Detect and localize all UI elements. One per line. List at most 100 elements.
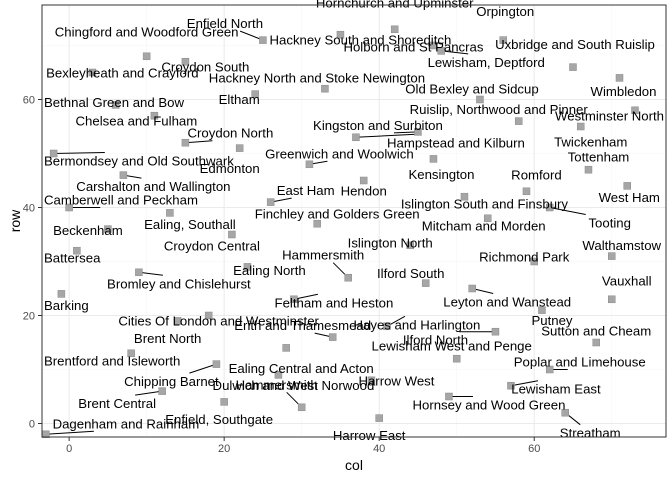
point-label-harrow-west: Harrow West	[358, 373, 434, 388]
point-label-bexleyheath-and-crayford: Bexleyheath and Crayford	[46, 66, 198, 81]
point-label-chipping-barnet: Chipping Barnet	[124, 374, 219, 389]
data-point-ruislip-northwood-and-pinner	[514, 117, 523, 125]
point-label-brent-north: Brent North	[134, 331, 201, 346]
data-point-mitcham-and-morden	[483, 214, 492, 223]
point-label-walthamstow: Walthamstow	[582, 238, 661, 253]
point-label-lewisham-west-and-penge: Lewisham West and Penge	[372, 339, 532, 354]
data-point-wimbledon	[615, 74, 624, 82]
data-point-camberwell-and-peckham	[65, 203, 73, 212]
point-label-croydon-north: Croydon North	[188, 126, 274, 141]
leader-line-feltham-and-heston	[293, 293, 319, 300]
point-label-east-ham: East Ham	[277, 183, 335, 198]
leader-line-lewisham-east	[510, 380, 539, 387]
data-point-kingston-and-surbiton	[414, 128, 422, 136]
data-point-hackney-south-and-shoreditch	[336, 30, 345, 39]
leader-line-tooting	[549, 207, 586, 215]
point-label-edmonton: Edmonton	[200, 161, 260, 176]
data-point-beckenham	[104, 225, 112, 233]
data-point-kensington	[429, 155, 438, 163]
data-point-bethnal-green-and-bow	[111, 101, 120, 109]
point-label-dagenham-and-rainham: Dagenham and Rainham	[53, 416, 200, 431]
point-label-tottenham: Tottenham	[568, 150, 630, 165]
point-label-sutton-and-cheam: Sutton and Cheam	[541, 324, 651, 339]
data-point-lewisham-east	[507, 381, 515, 390]
grid-lines	[42, 5, 666, 437]
data-point-hampstead-and-kilburn	[352, 133, 360, 142]
point-label-kensington: Kensington	[408, 167, 474, 182]
data-point-tooting	[545, 203, 554, 212]
point-label-chelsea-and-fulham: Chelsea and Fulham	[76, 114, 198, 129]
point-label-carshalton-and-wallington: Carshalton and Wallington	[76, 179, 230, 194]
y-tick-label: 20	[23, 311, 35, 323]
point-label-old-bexley-and-sidcup: Old Bexley and Sidcup	[405, 82, 538, 97]
data-point-old-bexley-and-sidcup	[476, 95, 484, 104]
data-point-bromley-and-chislehurst	[135, 268, 143, 277]
point-label-tooting: Tooting	[588, 216, 631, 231]
data-point-dulwich-and-west-norwood	[274, 371, 283, 379]
leader-line-hampstead-and-kilburn	[355, 133, 416, 138]
point-label-croydon-south: Croydon South	[161, 60, 249, 75]
data-point-putney	[538, 306, 546, 314]
point-label-vauxhall: Vauxhall	[602, 273, 652, 288]
data-point-ilford-south	[421, 279, 430, 287]
point-label-islington-south-and-finsbury: Islington South and Finsbury	[401, 197, 569, 212]
data-point-vauxhall	[607, 295, 616, 304]
point-label-ilford-north: Ilford North	[403, 333, 468, 348]
leader-line-croydon-north	[185, 140, 213, 144]
data-point-westminster-north	[631, 106, 639, 115]
point-label-harrow-east: Harrow East	[333, 428, 406, 443]
point-label-battersea: Battersea	[44, 251, 101, 266]
data-point-greenwich-and-woolwich	[305, 160, 314, 169]
data-point-streatham	[561, 408, 569, 417]
point-label-wimbledon: Wimbledon	[591, 84, 657, 99]
leader-line-bermondsey-and-old-southwark	[53, 152, 105, 154]
point-label-dulwich-and-west-norwood: Dulwich and West Norwood	[213, 378, 375, 393]
data-point-bermondsey-and-old-southwark	[49, 149, 58, 158]
point-label-beckenham: Beckenham	[53, 223, 123, 238]
point-label-orpington: Orpington	[476, 4, 534, 19]
point-label-eltham: Eltham	[219, 92, 260, 107]
x-tick-label: 20	[218, 443, 230, 455]
point-label-west-ham: West Ham	[599, 190, 660, 205]
data-point-west-ham	[623, 182, 631, 190]
x-axis-title: col	[345, 457, 363, 473]
data-point-barking	[57, 290, 66, 298]
data-point-romford	[522, 187, 531, 196]
data-point-east-ham	[266, 198, 275, 206]
data-point-hayes-and-harlington	[383, 322, 391, 331]
data-point-hackney-north-and-stoke-newington	[321, 84, 329, 93]
point-label-hackney-south-and-shoreditch: Hackney South and Shoreditch	[270, 33, 452, 48]
data-point-edmonton	[235, 144, 244, 152]
point-label-hammersmith: Hammersmith	[236, 377, 318, 392]
x-tick-label: 60	[528, 443, 540, 455]
leader-line-kingston-and-surbiton	[393, 131, 418, 134]
data-point-ealing-southall	[166, 209, 174, 217]
data-point-leyton-and-wanstead	[468, 284, 476, 293]
data-point-chelsea-and-fulham	[150, 111, 159, 120]
data-point-brent-central	[158, 387, 166, 395]
leader-line-chipping-barnet	[189, 363, 217, 374]
point-label-lewisham-deptford: Lewisham, Deptford	[428, 55, 545, 70]
panel-border	[41, 4, 667, 438]
point-label-brentford-and-isleworth: Brentford and Isleworth	[44, 353, 180, 368]
data-point-lewisham-deptford	[437, 47, 445, 55]
data-point-croydon-north	[181, 138, 190, 147]
data-points	[42, 25, 639, 439]
point-label-kingston-and-surbiton: Kingston and Surbiton	[313, 118, 443, 133]
x-tick-label: 0	[66, 443, 72, 455]
data-point-hendon	[359, 176, 368, 185]
data-point-enfield-southgate	[220, 398, 228, 406]
point-label-ealing-southall: Ealing, Southall	[144, 217, 236, 232]
point-label-ealing-central-and-acton: Ealing Central and Acton	[229, 361, 374, 376]
data-point-carshalton-and-wallington	[119, 171, 128, 179]
point-label-westminster-north: Westminster North	[555, 108, 664, 123]
y-tick-label: 0	[29, 419, 35, 431]
data-point-islington-south-and-finsbury	[460, 192, 469, 201]
data-point-finchley-and-golders-green	[313, 219, 321, 228]
data-point-cities-of-london-and-westminster	[204, 311, 213, 320]
y-tick-label: 60	[23, 95, 35, 107]
axes: 0 20 40 60 0 20 40 60	[23, 95, 541, 456]
data-point-harrow-west	[367, 376, 376, 385]
